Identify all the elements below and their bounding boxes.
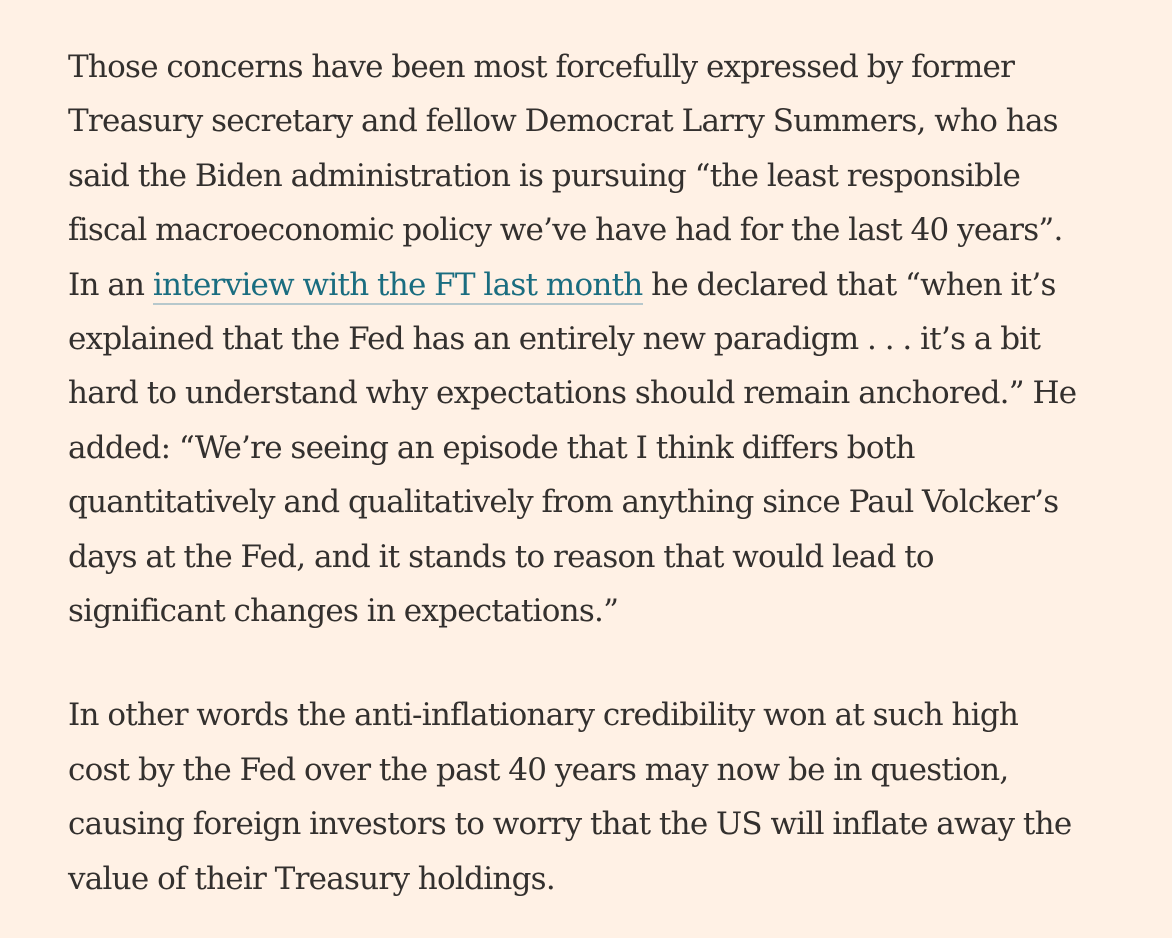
ft-interview-link[interactable]: interview with the FT last month bbox=[152, 266, 643, 305]
text-segment: he declared that “when it’s bbox=[642, 266, 1056, 303]
text-line: cost by the Fed over the past 40 years m… bbox=[68, 751, 1009, 788]
text-line: value of their Treasury holdings. bbox=[68, 860, 556, 897]
paragraph: Those concerns have been most forcefully… bbox=[68, 40, 1148, 638]
text-line: Those concerns have been most forcefully… bbox=[68, 49, 1015, 85]
text-line: significant changes in expectations.” bbox=[68, 593, 619, 630]
text-line: In other words the anti-inflationary cre… bbox=[68, 697, 1019, 734]
text-line: days at the Fed, and it stands to reason… bbox=[68, 538, 935, 575]
text-line: explained that the Fed has an entirely n… bbox=[68, 321, 1041, 358]
article-body: Those concerns have been most forcefully… bbox=[68, 40, 1148, 906]
text-line: In an interview with the FT last month h… bbox=[68, 258, 1148, 312]
paragraph: In other words the anti-inflationary cre… bbox=[68, 688, 1148, 906]
text-line: said the Biden administration is pursuin… bbox=[68, 157, 1021, 194]
text-line: fiscal macroeconomic policy we’ve have h… bbox=[68, 212, 1063, 249]
text-line: causing foreign investors to worry that … bbox=[68, 806, 1072, 843]
text-line: Treasury secretary and fellow Democrat L… bbox=[68, 103, 1059, 140]
text-line: quantitatively and qualitatively from an… bbox=[68, 484, 1059, 521]
text-line: added: “We’re seeing an episode that I t… bbox=[68, 429, 915, 466]
text-line: hard to understand why expectations shou… bbox=[68, 375, 1077, 412]
text-segment: In an bbox=[68, 266, 153, 303]
